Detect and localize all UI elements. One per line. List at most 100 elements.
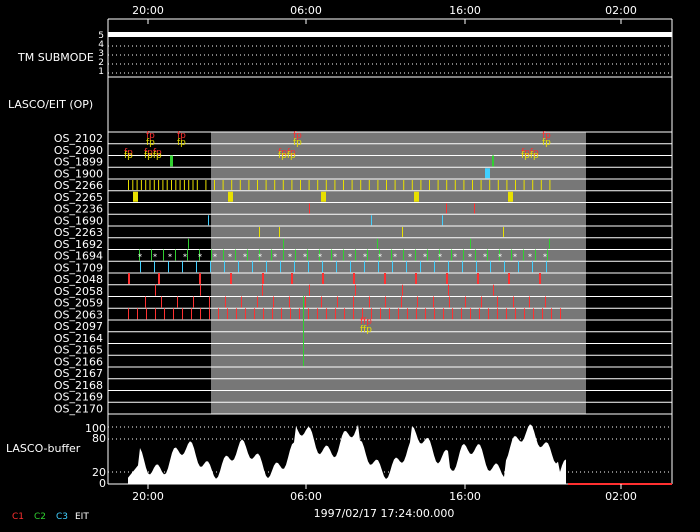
observation-mark xyxy=(470,238,471,249)
observation-mark xyxy=(377,180,379,190)
observation-mark xyxy=(164,308,165,320)
eit-star-marker: * xyxy=(213,253,217,262)
observation-mark xyxy=(446,180,448,190)
observation-mark xyxy=(308,261,309,273)
observation-mark xyxy=(353,296,354,308)
observation-mark xyxy=(434,308,435,320)
observation-mark xyxy=(535,249,536,261)
legend-c3: C3 xyxy=(56,512,68,522)
observation-mark xyxy=(446,203,447,214)
row-label-os-1899: OS_1899 xyxy=(54,156,103,169)
observation-mark xyxy=(407,308,408,320)
bottom-tick-1: 20:00 xyxy=(132,490,164,503)
observation-mark xyxy=(317,308,318,320)
eit-star-marker: * xyxy=(423,253,427,262)
observation-mark xyxy=(259,249,260,261)
observation-mark xyxy=(300,180,301,190)
observation-mark xyxy=(465,296,466,308)
observation-mark xyxy=(411,180,413,190)
eit-star-marker: * xyxy=(453,253,457,262)
observation-mark xyxy=(132,180,134,190)
observation-mark xyxy=(196,261,197,273)
observation-mark xyxy=(371,308,372,320)
observation-mark xyxy=(472,180,473,190)
row-label-os-1709: OS_1709 xyxy=(54,261,103,274)
observation-mark xyxy=(497,308,498,320)
observation-mark xyxy=(406,261,407,273)
bottom-tick-2: 06:00 xyxy=(290,490,322,503)
row-label-os-2063: OS_2063 xyxy=(54,308,103,321)
eit-star-marker: * xyxy=(348,253,352,262)
observation-mark xyxy=(182,308,183,320)
observation-mark xyxy=(136,180,138,190)
observation-mark xyxy=(386,180,387,190)
observation-mark xyxy=(475,249,476,261)
os-rows: OS_2102OS_2090OS_1899OS_1900OS_2266OS_22… xyxy=(54,131,672,415)
eit-star-marker: * xyxy=(528,253,532,262)
eit-star-marker: * xyxy=(138,253,142,262)
buffer-label: LASCO-buffer xyxy=(6,442,81,455)
observation-mark xyxy=(308,308,309,320)
fp-annot-1: fp xyxy=(146,131,155,141)
observation-mark xyxy=(161,296,162,308)
row-label-os-2263: OS_2263 xyxy=(54,226,103,239)
tm-submode-label: TM SUBMODE xyxy=(17,51,94,64)
observation-mark xyxy=(485,168,490,179)
row-label-os-2168: OS_2168 xyxy=(54,379,103,392)
observation-mark xyxy=(289,296,290,308)
observation-mark xyxy=(371,215,372,226)
observation-mark xyxy=(259,227,260,237)
observation-mark xyxy=(427,249,428,261)
observation-mark xyxy=(177,296,178,308)
observation-mark xyxy=(513,296,514,308)
observation-mark xyxy=(279,227,280,237)
observation-mark xyxy=(137,308,138,320)
observation-mark xyxy=(490,261,491,273)
observation-mark xyxy=(209,308,210,320)
fpfp-annot-2: fpfp xyxy=(278,148,296,158)
observation-mark xyxy=(364,261,365,273)
row-label-os-2102: OS_2102 xyxy=(54,132,103,145)
observation-mark xyxy=(230,273,232,284)
fpfp-annot-5: fpfp xyxy=(278,151,296,161)
row-label-os-2090: OS_2090 xyxy=(54,144,103,157)
observation-mark xyxy=(420,180,422,190)
submode-level-4: 4 xyxy=(98,40,104,50)
observation-mark xyxy=(398,308,399,320)
legend-c1: C1 xyxy=(12,512,24,522)
row-label-os-2170: OS_2170 xyxy=(54,402,103,415)
observation-mark xyxy=(504,261,505,273)
observation-mark xyxy=(417,296,418,308)
fp-annot-8: fp xyxy=(542,138,551,148)
observation-mark xyxy=(271,249,272,261)
row-label-os-2266: OS_2266 xyxy=(54,179,103,192)
observation-mark xyxy=(389,308,390,320)
observation-mark xyxy=(470,308,471,320)
observation-mark xyxy=(368,180,370,190)
observation-mark xyxy=(128,180,129,190)
observation-mark xyxy=(168,261,169,273)
observation-mark xyxy=(518,261,519,273)
buffer-fill-area xyxy=(128,424,566,484)
row-label-os-2236: OS_2236 xyxy=(54,203,103,216)
observation-mark xyxy=(384,273,386,284)
row-label-os-2059: OS_2059 xyxy=(54,297,103,310)
submode-level-5: 5 xyxy=(98,31,104,41)
observation-mark xyxy=(437,180,439,190)
eit-star-marker: * xyxy=(228,253,232,262)
tm-submode-panel: TM SUBMODE 5 4 3 2 1 xyxy=(17,31,672,78)
observation-mark xyxy=(523,249,524,261)
buffer-tick-80: 80 xyxy=(92,432,106,445)
submode-level-2: 2 xyxy=(98,58,104,68)
observation-mark xyxy=(523,180,525,190)
observation-mark xyxy=(222,180,224,190)
observation-mark xyxy=(343,180,344,190)
observation-mark xyxy=(532,180,534,190)
observation-mark xyxy=(146,308,147,320)
observation-mark xyxy=(272,308,273,320)
eit-star-marker: * xyxy=(438,253,442,262)
observation-mark xyxy=(223,249,224,261)
observation-mark xyxy=(175,249,176,261)
observation-mark xyxy=(294,261,295,273)
submode-level-3: 3 xyxy=(98,49,104,59)
